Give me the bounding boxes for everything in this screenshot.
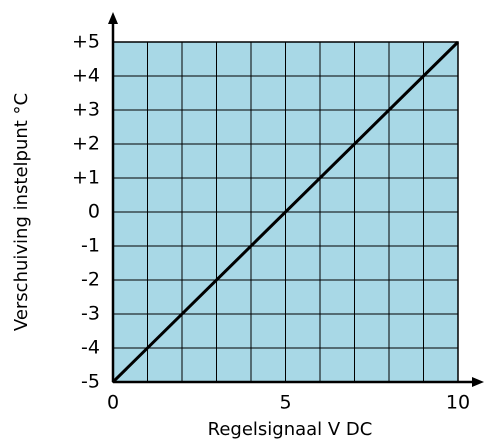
x-axis-arrow xyxy=(472,377,484,387)
y-axis-arrow xyxy=(108,12,118,24)
y-tick-label: -5 xyxy=(81,371,100,393)
y-tick-label: +3 xyxy=(72,99,100,121)
y-tick-label: -2 xyxy=(81,269,100,291)
y-tick-label: -3 xyxy=(81,303,100,325)
x-tick-label: 0 xyxy=(107,392,119,414)
y-tick-label: +2 xyxy=(72,133,100,155)
y-tick-label: +4 xyxy=(72,65,100,87)
x-axis-label: Regelsignaal V DC xyxy=(208,419,373,440)
y-tick-label: -4 xyxy=(81,337,100,359)
x-tick-label: 5 xyxy=(279,392,291,414)
y-tick-label: +1 xyxy=(72,167,100,189)
x-tick-label: 10 xyxy=(446,392,470,414)
line-series xyxy=(111,40,460,384)
y-axis-label: Verschuiving instelpunt °C xyxy=(11,93,32,331)
y-tick-label: -1 xyxy=(81,235,100,257)
y-tick-label: +5 xyxy=(72,31,100,53)
y-tick-label: 0 xyxy=(88,201,100,223)
